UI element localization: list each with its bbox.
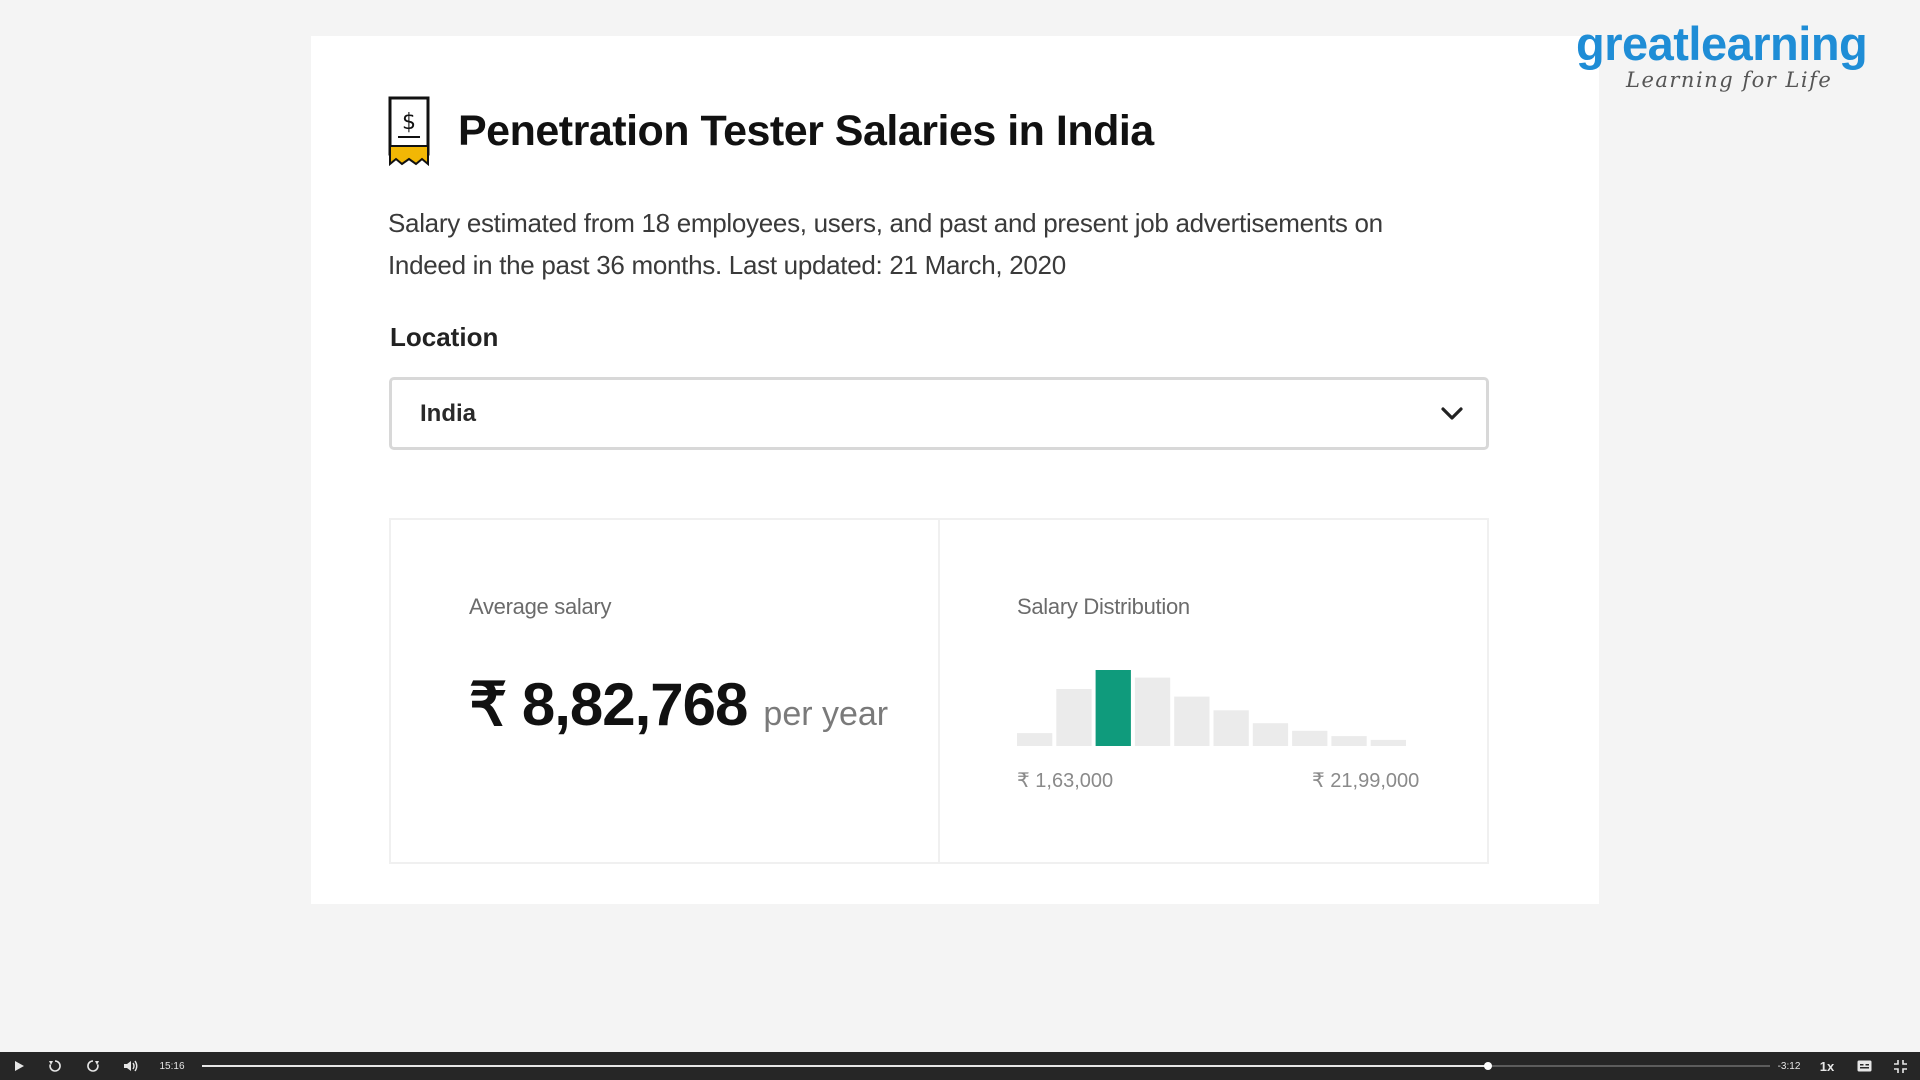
salary-document-icon: $ — [388, 96, 430, 166]
title-row: $ Penetration Tester Salaries in India — [388, 96, 1154, 166]
salary-distribution-box: Salary Distribution ₹ 1,63,000 ₹ 21,99,0… — [938, 520, 1487, 862]
rewind-button[interactable] — [42, 1052, 68, 1080]
salary-description: Salary estimated from 18 employees, user… — [388, 208, 1383, 280]
histogram-bar — [1174, 696, 1210, 746]
forward-button[interactable] — [80, 1052, 106, 1080]
histogram-bar — [1017, 733, 1053, 746]
logo-tagline: Learning for Life — [1626, 68, 1833, 92]
average-salary-box: Average salary ₹ 8,82,768 per year — [391, 520, 938, 862]
average-salary-label: Average salary — [469, 594, 612, 619]
histogram-bar — [1213, 710, 1249, 746]
histogram-bar — [1331, 736, 1367, 746]
salary-stats-panel: Average salary ₹ 8,82,768 per year Salar… — [389, 518, 1489, 864]
seek-bar[interactable] — [202, 1062, 1770, 1070]
fullscreen-button[interactable] — [1888, 1052, 1912, 1080]
svg-text:$: $ — [402, 110, 416, 135]
salary-card: $ Penetration Tester Salaries in India S… — [311, 36, 1599, 904]
playback-speed-button[interactable]: 1x — [1819, 1058, 1835, 1074]
logo-wordmark: greatlearning — [1576, 17, 1868, 70]
forward-icon — [87, 1060, 99, 1072]
greatlearning-logo: greatlearning Learning for Life — [1576, 16, 1886, 92]
average-salary-line: ₹ 8,82,768 per year — [469, 670, 888, 740]
chevron-down-icon — [1441, 406, 1463, 420]
average-salary-unit: per year — [763, 695, 889, 733]
histogram-bar — [1134, 677, 1171, 746]
salary-histogram — [1017, 670, 1406, 746]
exit-fullscreen-icon — [1893, 1059, 1907, 1073]
location-select[interactable]: India — [389, 377, 1489, 450]
volume-button[interactable] — [118, 1052, 144, 1080]
location-label: Location — [390, 322, 499, 352]
current-time: 15:16 — [159, 1060, 185, 1072]
page-title: Penetration Tester Salaries in India — [458, 106, 1154, 155]
histogram-bar — [1056, 689, 1092, 746]
remaining-time: -3:12 — [1777, 1060, 1801, 1072]
seek-handle[interactable] — [1483, 1062, 1492, 1070]
rewind-icon — [49, 1060, 61, 1072]
volume-icon — [124, 1060, 138, 1072]
play-button[interactable] — [6, 1052, 32, 1080]
histogram-bar — [1370, 739, 1406, 746]
play-icon — [15, 1061, 24, 1071]
histogram-bar — [1292, 730, 1328, 746]
captions-icon — [1857, 1060, 1871, 1072]
distribution-max-label: ₹ 21,99,000 — [1312, 770, 1420, 792]
seek-bar-progress — [202, 1065, 1488, 1067]
video-control-bar: 15:16 -3:12 1x — [0, 1052, 1920, 1080]
average-salary-value: ₹ 8,82,768 — [469, 671, 748, 738]
distribution-min-label: ₹ 1,63,000 — [1017, 770, 1114, 792]
location-selected-value: India — [420, 399, 477, 427]
histogram-bar — [1252, 723, 1289, 746]
histogram-bar-highlight — [1095, 670, 1131, 746]
captions-button[interactable] — [1852, 1052, 1876, 1080]
salary-distribution-label: Salary Distribution — [1017, 594, 1190, 619]
